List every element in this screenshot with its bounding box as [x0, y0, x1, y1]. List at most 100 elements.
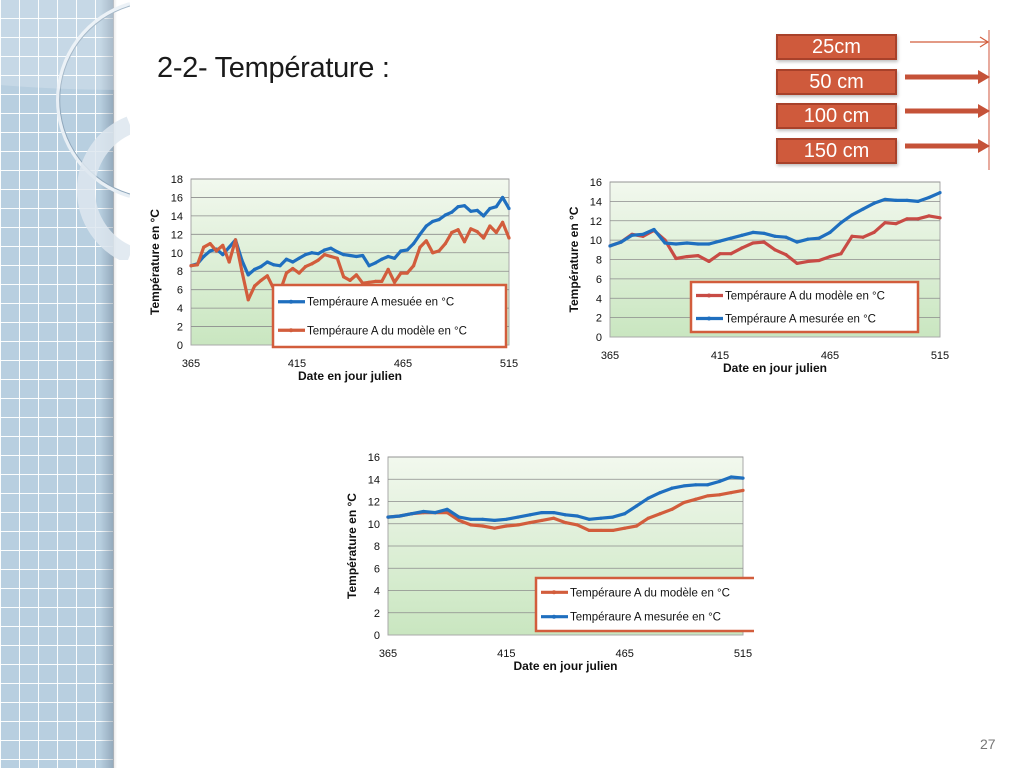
- data-point: [253, 284, 257, 288]
- data-point: [259, 265, 263, 269]
- data-point: [208, 249, 212, 253]
- x-tick-label: 515: [734, 648, 752, 660]
- data-point: [488, 224, 492, 228]
- data-point: [380, 279, 384, 283]
- data-point: [658, 512, 662, 516]
- data-point: [685, 241, 689, 245]
- y-tick-label: 10: [171, 248, 183, 260]
- data-point: [227, 260, 231, 264]
- data-point: [418, 232, 422, 236]
- light-sheen: [0, 0, 130, 90]
- data-point: [412, 264, 416, 268]
- data-point: [227, 245, 231, 249]
- data-point: [450, 230, 454, 235]
- arrow-icon-25cm: [910, 36, 990, 48]
- data-point: [399, 249, 403, 253]
- data-point: [828, 254, 832, 259]
- data-point: [916, 217, 920, 221]
- x-tick-label: 365: [601, 350, 619, 362]
- y-axis-label: Température en °C: [148, 209, 162, 315]
- data-point: [634, 504, 639, 508]
- y-tick-label: 4: [374, 586, 380, 598]
- data-point: [729, 491, 733, 495]
- depth-label-50cm: 50 cm: [776, 69, 897, 95]
- data-point: [233, 238, 238, 242]
- x-tick-label: 365: [182, 358, 200, 370]
- data-point: [707, 242, 711, 246]
- data-point: [646, 496, 650, 500]
- data-point: [399, 271, 403, 275]
- data-point: [492, 518, 497, 523]
- y-tick-label: 6: [177, 285, 183, 297]
- data-point: [392, 256, 397, 260]
- arrow-icon-100cm: [905, 104, 990, 118]
- data-point: [335, 250, 339, 254]
- data-point: [475, 229, 479, 234]
- data-point: [623, 526, 627, 530]
- data-point: [806, 237, 810, 241]
- y-tick-label: 2: [596, 313, 602, 325]
- data-point: [462, 204, 467, 208]
- legend-label: Tempéraure A du modèle en °C: [570, 587, 730, 599]
- data-point: [481, 524, 485, 528]
- data-point: [729, 236, 733, 240]
- y-axis-label: Température en °C: [345, 493, 359, 599]
- data-point: [316, 252, 320, 256]
- data-point: [265, 274, 269, 278]
- data-point: [861, 235, 865, 239]
- legend-marker: [707, 293, 711, 298]
- data-point: [335, 256, 339, 260]
- data-point: [674, 256, 678, 261]
- data-point: [322, 253, 327, 257]
- x-tick-label: 415: [497, 648, 515, 660]
- data-point: [195, 263, 199, 267]
- data-point: [806, 259, 810, 264]
- data-point: [872, 230, 876, 234]
- data-point: [272, 263, 276, 267]
- data-point: [481, 236, 486, 240]
- data-point: [927, 214, 931, 218]
- data-point: [310, 251, 314, 255]
- depth-label-150cm: 150 cm: [776, 138, 897, 164]
- data-point: [214, 249, 219, 253]
- data-point: [751, 230, 755, 234]
- page-number: 27: [980, 736, 996, 752]
- data-point: [670, 507, 674, 511]
- data-point: [284, 257, 288, 261]
- data-point: [740, 233, 744, 237]
- y-tick-label: 14: [171, 211, 183, 223]
- data-point: [405, 271, 409, 275]
- data-point: [278, 264, 282, 268]
- data-point: [741, 476, 745, 480]
- data-point: [329, 246, 333, 250]
- data-point: [587, 528, 591, 533]
- y-tick-label: 14: [590, 196, 602, 208]
- data-point: [240, 269, 244, 273]
- data-point: [494, 205, 498, 209]
- y-tick-label: 8: [596, 255, 602, 267]
- data-point: [552, 516, 556, 520]
- legend-marker: [289, 299, 293, 304]
- data-point: [492, 526, 497, 530]
- data-point: [189, 264, 193, 268]
- legend-label: Tempéraure A du modèle en °C: [307, 325, 467, 337]
- data-point: [619, 240, 623, 244]
- data-point: [342, 253, 346, 257]
- data-point: [445, 507, 449, 511]
- data-point: [729, 475, 733, 479]
- data-point: [784, 253, 788, 257]
- data-point: [850, 213, 854, 217]
- data-point: [456, 205, 460, 209]
- data-point: [386, 515, 390, 519]
- data-point: [694, 483, 698, 487]
- small-ring: [76, 116, 130, 260]
- data-point: [488, 206, 492, 211]
- data-point: [575, 523, 579, 527]
- data-point: [611, 515, 615, 519]
- data-point: [507, 236, 511, 240]
- data-point: [623, 512, 627, 516]
- x-tick-label: 515: [500, 358, 518, 370]
- data-point: [291, 266, 295, 271]
- data-point: [469, 227, 473, 231]
- arrow-icon-50cm: [905, 70, 990, 84]
